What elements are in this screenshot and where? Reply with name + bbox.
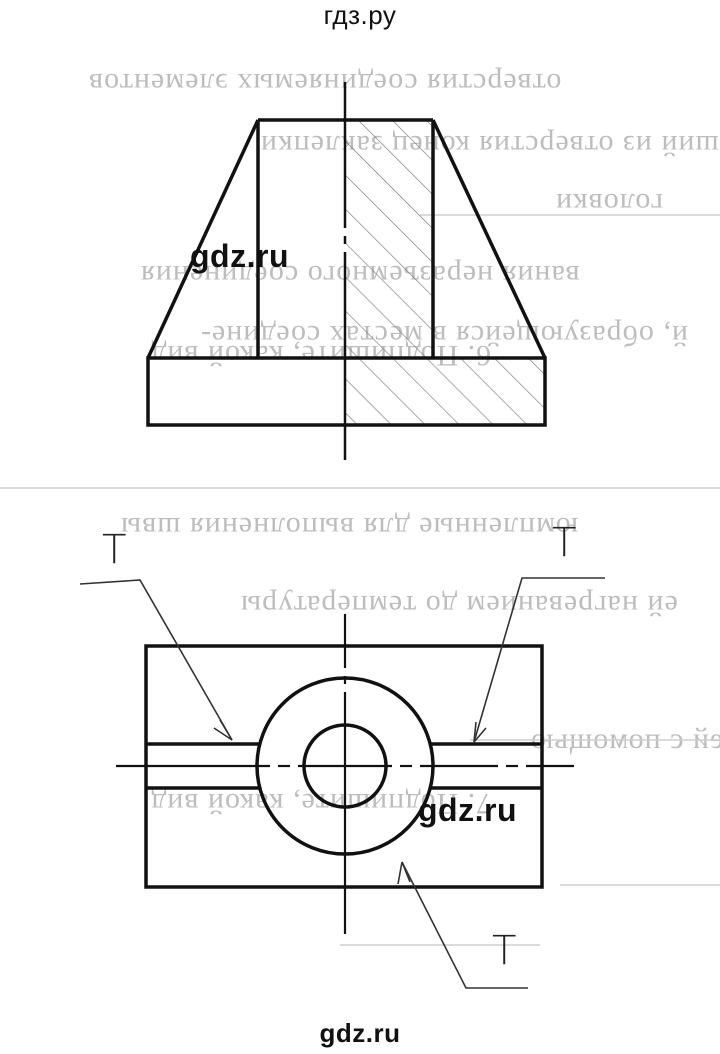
label-t-bottom: Т	[492, 928, 517, 974]
watermark-lower: gdz.ru	[418, 792, 517, 828]
label-leaders	[79, 577, 605, 989]
label-t-right: Т	[552, 520, 577, 566]
plan-view	[79, 577, 605, 989]
front-view-outline	[146, 118, 547, 427]
section-hatch-shank	[345, 120, 433, 358]
front-section-view	[146, 82, 547, 460]
watermark-middle: gdz.ru	[190, 238, 289, 274]
plan-view-axes	[116, 614, 574, 934]
watermark-top: гдз.ру	[323, 0, 397, 30]
watermark-bottom: gdz.ru	[319, 1018, 401, 1048]
label-t-left: Т	[102, 527, 127, 573]
page-rules	[0, 214, 720, 946]
section-hatch-plate	[345, 358, 545, 425]
